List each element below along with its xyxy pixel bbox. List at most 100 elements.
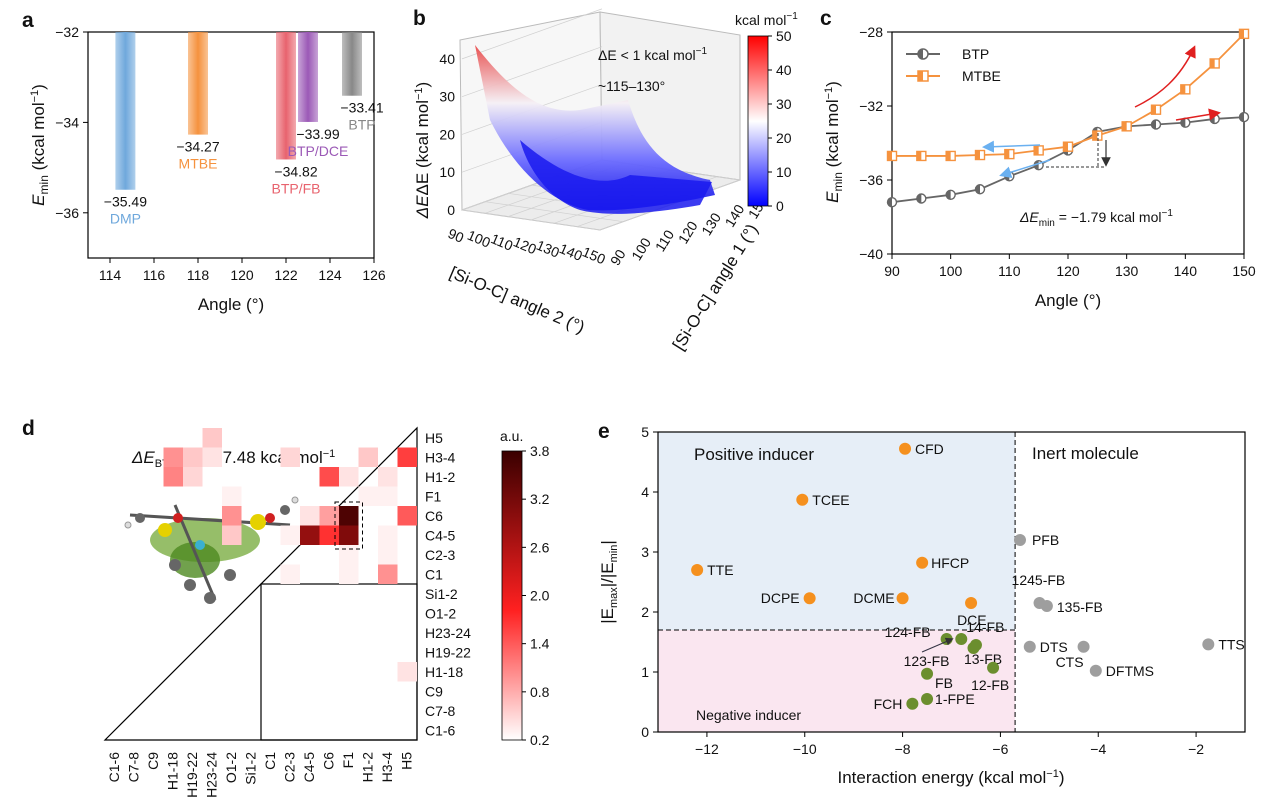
heatmap-row-label: C4-5 <box>425 527 456 543</box>
heatmap-cell <box>397 447 417 467</box>
point-fb <box>921 667 934 680</box>
legend-c: BTP MTBE <box>906 46 1001 84</box>
colorbar-tick-label-d: 3.8 <box>530 443 550 459</box>
pointer-123fb <box>921 637 954 653</box>
x-tick-label-c: 140 <box>1174 263 1198 279</box>
heatmap-row-label: F1 <box>425 488 442 504</box>
bar-value-label: −34.27 <box>176 139 219 155</box>
y-tick-label-e: 3 <box>641 544 649 560</box>
scatter-chart-e: −12 −10 −8 −6 −4 −2 0 1 2 3 4 5 CFD TCEE TTE HFCP DCPE D… <box>598 424 1246 787</box>
x-tick-label-e: −4 <box>1090 741 1106 757</box>
negative-region <box>658 630 1016 732</box>
y-tick-label-e: 4 <box>641 484 649 500</box>
point-mtbe-fill <box>1180 84 1186 94</box>
bar-dmp <box>115 32 136 190</box>
heatmap-cell <box>339 545 359 565</box>
point-tcee <box>796 493 809 506</box>
bar-mtbe <box>188 32 208 135</box>
point-mtbe-fill <box>887 151 892 161</box>
heatmap-col-label: H1-18 <box>164 752 180 790</box>
heatmap-cell <box>358 447 378 467</box>
point-pfb <box>1013 534 1026 546</box>
heatmap-cell <box>339 506 359 526</box>
trend-arrow-blue-flat <box>982 140 1041 153</box>
point-mtbe-fill <box>916 151 922 161</box>
y-tick-label-c: −40 <box>859 246 883 262</box>
point-label: 14-FB <box>966 619 1004 635</box>
point-dce <box>965 597 978 609</box>
y-axis-title-c: Emin (kcal mol−1) <box>823 81 845 203</box>
heatmap-d: ΔEBTP/FB = −7.48 kcal mol−1 C1-6C1-6C7-8… <box>103 426 550 798</box>
y-tick-label-b: 130 <box>698 210 724 238</box>
point-dcpe <box>803 592 816 605</box>
y-tick-label-b: 90 <box>607 246 629 268</box>
point-cfd <box>899 442 912 455</box>
heatmap-cell <box>300 506 320 526</box>
trend-arrow-red-flat <box>1175 108 1221 121</box>
x-tick-label-c: 130 <box>1115 263 1139 279</box>
x-tick-label-c: 150 <box>1232 263 1256 279</box>
point-btp-fill <box>916 194 922 203</box>
bar-name-label: BTP/FB <box>271 180 320 196</box>
point-label: 1-FPE <box>935 691 975 707</box>
heatmap-cell <box>319 467 339 487</box>
heatmap-cell <box>378 467 398 487</box>
point-btp-fill <box>1151 120 1156 129</box>
y-tick-label-a: −36 <box>55 205 79 221</box>
heatmap-row-label: H19-22 <box>425 644 471 660</box>
point-label: FCH <box>874 696 903 712</box>
x-tick-label-a: 114 <box>99 267 122 283</box>
heatmap-cell <box>300 525 320 545</box>
point-label: DFTMS <box>1106 663 1154 679</box>
x-tick-label-b: 90 <box>446 225 467 246</box>
panel-letter-b: b <box>413 7 426 30</box>
heatmap-cell <box>280 525 300 545</box>
bar-btp <box>342 32 362 96</box>
y-tick-label-a: −32 <box>55 24 79 40</box>
heatmap-cell <box>163 467 183 487</box>
point-label: DCE <box>957 612 987 628</box>
point-btp-fill <box>887 197 892 207</box>
heatmap-row-label: C7-8 <box>425 703 456 719</box>
point-1-fpe <box>921 693 934 705</box>
heatmap-row-label: C9 <box>425 683 443 699</box>
heatmap-row-label: H23-24 <box>425 625 471 641</box>
bar-name-label: BTP <box>348 117 375 133</box>
heatmap-cell <box>183 447 203 467</box>
z-tick-label-b: 40 <box>439 51 455 67</box>
heatmap-col-label: C2-3 <box>281 752 297 783</box>
point-14-fb <box>955 633 968 645</box>
line-chart-c: 90 100 110 120 130 140 150 −28 −32 −36 −40 BTP MTB… <box>823 24 1256 310</box>
heatmap-col-label: Si1-2 <box>242 752 258 785</box>
point-label: DCPE <box>761 590 800 606</box>
y-tick-label-e: 2 <box>641 604 649 620</box>
point-label: TCEE <box>812 492 849 508</box>
point-mtbe-fill <box>946 151 951 161</box>
x-tick-label-c: 100 <box>939 263 963 279</box>
x-tick-label-e: −10 <box>793 741 817 757</box>
x-tick-label-a: 126 <box>362 267 386 283</box>
bar-value-label: −33.41 <box>340 100 383 116</box>
panel-letter-c: c <box>820 7 832 30</box>
x-tick-label-b: 120 <box>511 233 539 257</box>
colorbar-tick-label-b: 50 <box>776 28 792 44</box>
heatmap-col-label: O1-2 <box>223 752 239 783</box>
x-tick-label-b: 150 <box>580 243 608 267</box>
x-tick-label-a: 122 <box>274 267 298 283</box>
heatmap-row-label: H5 <box>425 430 443 446</box>
x-tick-label-c: 110 <box>998 263 1021 279</box>
y-tick-label-e: 0 <box>641 724 649 740</box>
colorbar-tick-label-b: 30 <box>776 96 792 112</box>
bar-value-label: −33.99 <box>296 126 339 142</box>
point-mtbe-fill <box>975 150 980 160</box>
y-tick-label-b: 120 <box>675 218 701 246</box>
z-tick-label-b: 30 <box>439 89 455 105</box>
colorbar-tick-label-b: 0 <box>776 198 784 214</box>
x-axis-title-c: Angle (°) <box>1035 291 1101 310</box>
plot-frame-e <box>657 431 1246 733</box>
x-tick-label-e: −2 <box>1188 741 1204 757</box>
point-label: PFB <box>1032 532 1059 548</box>
